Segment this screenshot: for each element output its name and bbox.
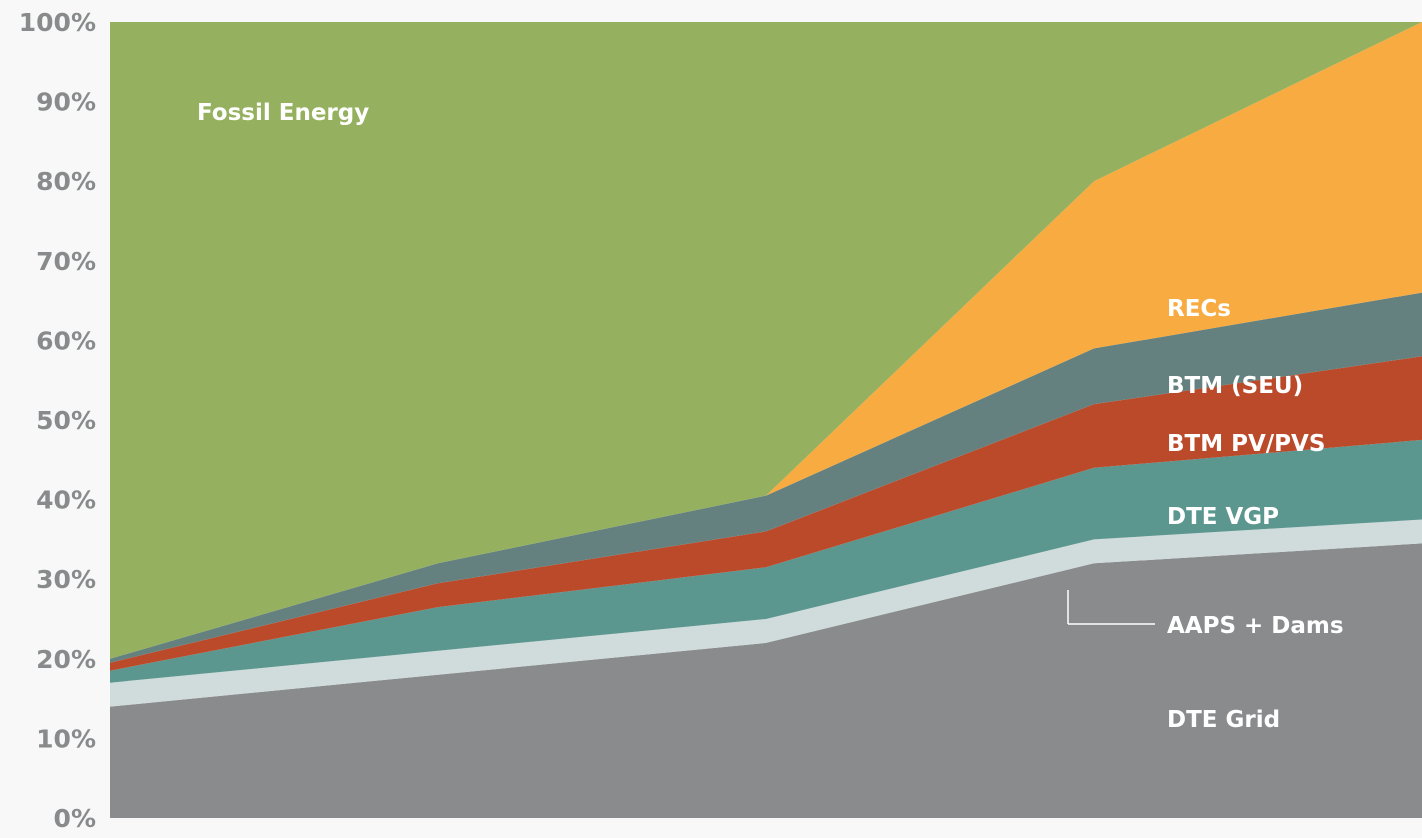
area-btm-pv-pvs <box>110 356 1422 671</box>
y-tick-label: 40% <box>36 486 96 515</box>
area-dte-vgp <box>110 439 1422 683</box>
y-tick-label: 60% <box>36 326 96 355</box>
y-tick-label: 10% <box>36 724 96 753</box>
series-label-aaps-dams: AAPS + Dams <box>1167 613 1344 639</box>
y-tick-label: 50% <box>36 406 96 435</box>
y-tick-label: 100% <box>19 8 96 37</box>
series-labels: DTE Grid AAPS + Dams DTE VGP BTM PV/PVS BTM … <box>197 100 1344 733</box>
area-fossil-energy <box>110 22 1422 659</box>
y-tick-label: 70% <box>36 247 96 276</box>
series-label-recs: RECs <box>1167 296 1231 322</box>
y-axis: 0% 10% 20% 30% 40% 50% 60% 70% 80% 90% 100% <box>19 8 96 833</box>
series-label-dte-grid: DTE Grid <box>1167 707 1280 733</box>
area-aaps-dams <box>110 519 1422 707</box>
series-label-btm-pv-pvs: BTM PV/PVS <box>1167 431 1325 457</box>
series-label-btm-seu: BTM (SEU) <box>1167 373 1303 399</box>
y-tick-label: 30% <box>36 565 96 594</box>
y-tick-label: 0% <box>54 804 96 833</box>
y-tick-label: 90% <box>36 88 96 117</box>
area-dte-grid <box>110 543 1422 818</box>
y-tick-label: 80% <box>36 167 96 196</box>
area-layers <box>110 22 1422 818</box>
series-label-fossil-energy: Fossil Energy <box>197 100 369 126</box>
area-btm-seu <box>110 292 1422 663</box>
series-label-dte-vgp: DTE VGP <box>1167 504 1279 530</box>
y-tick-label: 20% <box>36 645 96 674</box>
